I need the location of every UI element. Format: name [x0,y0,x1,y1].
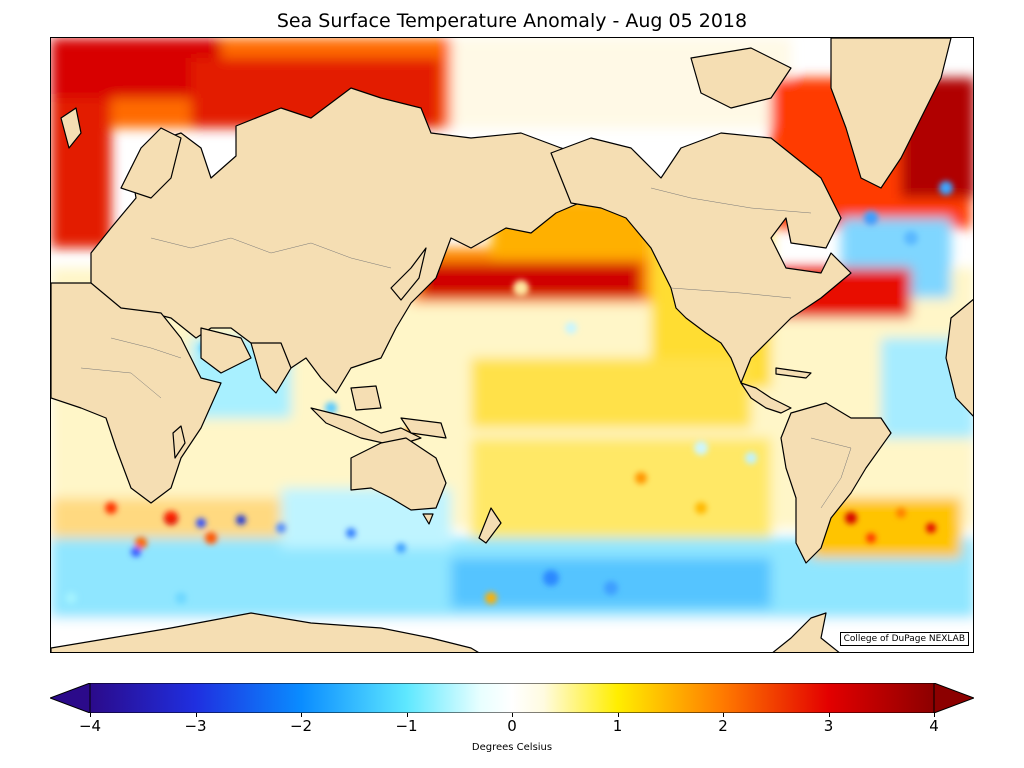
landmass-tasmania [422,513,434,525]
colorbar-extend-high [933,683,974,713]
colorbar-tickmark [301,713,302,717]
landmass-indonesia [310,407,422,447]
colorbar-tickmark [512,713,513,717]
colorbar-tickmark [406,713,408,717]
landmass-arabia [200,327,252,374]
colorbar-tickmark [617,713,619,717]
colorbar-tick-label: −4 [78,717,102,735]
landmass-antarctic-peninsula [772,612,840,652]
colorbar-tick-label: 4 [929,717,939,735]
colorbar-label: Degrees Celsius [471,742,553,753]
map-canvas [51,38,973,652]
landmass-japan [390,247,427,301]
landmass-south-america [780,402,892,564]
landmass-australia [350,437,447,511]
landmass-caribbean [775,367,812,379]
colorbar-tick-label: 3 [823,717,834,735]
landmass-eurasia [90,87,592,394]
colorbar-tickmark [723,713,724,717]
landmass-new-zealand [478,507,502,544]
landmass-madagascar [172,425,186,459]
landmass-india [250,342,292,394]
landmass-antarctica [51,612,479,652]
colorbar-body [89,683,935,713]
map-title: Sea Surface Temperature Anomaly - Aug 05… [276,10,748,32]
landmass-new-guinea [400,417,447,439]
colorbar-tick-label: 2 [718,717,728,735]
landmass-borneo [350,385,382,411]
colorbar-tickmark [195,713,197,717]
landmass-uk [60,107,82,149]
colorbar-tickmark [934,713,935,717]
colorbar-tick-label: −2 [289,717,313,735]
colorbar-tickmark [828,713,830,717]
anomaly-field [51,38,973,652]
colorbar-extend-low [50,683,91,713]
country-borders [80,187,852,509]
landmass-north-america [550,132,852,384]
landmass-west-africa-wrap [945,298,973,417]
colorbar-tickmark [90,713,91,717]
sst-anomaly-map: College of DuPage NEXLAB [50,37,974,653]
landmass-arctic-islands [690,47,792,109]
colorbar-tick-label: −1 [395,717,418,735]
colorbar [50,683,974,713]
landmass-greenland [830,38,952,189]
landmass-central-america [740,382,792,414]
colorbar-tick-label: 1 [612,717,623,735]
credit-label: College of DuPage NEXLAB [839,632,969,646]
land-masses [51,38,973,652]
landmass-scandinavia [120,127,182,199]
colorbar-tick-label: −3 [184,717,207,735]
colorbar-tick-label: 0 [507,717,517,735]
